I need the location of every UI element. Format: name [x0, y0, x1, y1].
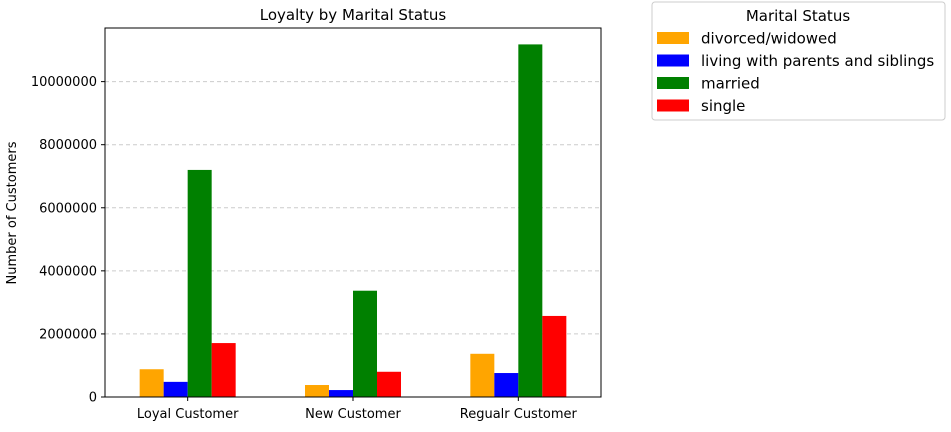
chart-title: Loyalty by Marital Status — [260, 6, 447, 24]
bar-living-with-parents-and-siblings — [494, 373, 519, 397]
bar-married — [353, 290, 377, 397]
x-tick-label: Regualr Customer — [460, 407, 578, 422]
legend-entry-label: married — [701, 75, 760, 93]
legend-entry-label: divorced/widowed — [701, 30, 837, 48]
y-tick-label: 10000000 — [31, 75, 97, 90]
bar-single — [211, 343, 236, 397]
legend-swatch — [657, 54, 689, 67]
x-axis: Loyal Customer New Customer Regualr Custom… — [137, 397, 578, 422]
legend-entry-label: single — [701, 97, 745, 115]
legend-entry-label: living with parents and siblings — [701, 52, 934, 70]
bar-single — [377, 371, 401, 397]
x-tick-label: Loyal Customer — [137, 407, 239, 422]
legend-title: Marital Status — [746, 7, 850, 25]
bar-single — [542, 315, 567, 397]
legend-swatch — [657, 32, 689, 44]
y-tick-label: 6000000 — [39, 201, 97, 216]
y-tick-label: 8000000 — [39, 138, 97, 153]
legend-box — [651, 1, 946, 121]
y-tick-label: 4000000 — [39, 264, 97, 279]
bar-divorced-widowed — [139, 369, 164, 397]
bar-divorced-widowed — [470, 353, 495, 397]
bar-married — [187, 169, 212, 397]
legend: Marital Status divorced/widowed living wi… — [651, 1, 946, 121]
y-axis-label: Number of Customers — [5, 141, 20, 284]
bar-married — [518, 44, 543, 398]
bar-divorced-widowed — [305, 385, 329, 397]
bars — [139, 44, 567, 398]
legend-swatch — [657, 99, 689, 112]
bar-living-with-parents-and-siblings — [163, 381, 188, 397]
legend-swatch — [657, 77, 689, 89]
y-axis: 0 2000000 4000000 6000000 8000000 10000000 — [31, 75, 105, 406]
bar-living-with-parents-and-siblings — [329, 390, 353, 397]
y-tick-label: 2000000 — [39, 327, 97, 342]
x-tick-label: New Customer — [305, 407, 401, 422]
y-tick-label: 0 — [89, 391, 97, 406]
